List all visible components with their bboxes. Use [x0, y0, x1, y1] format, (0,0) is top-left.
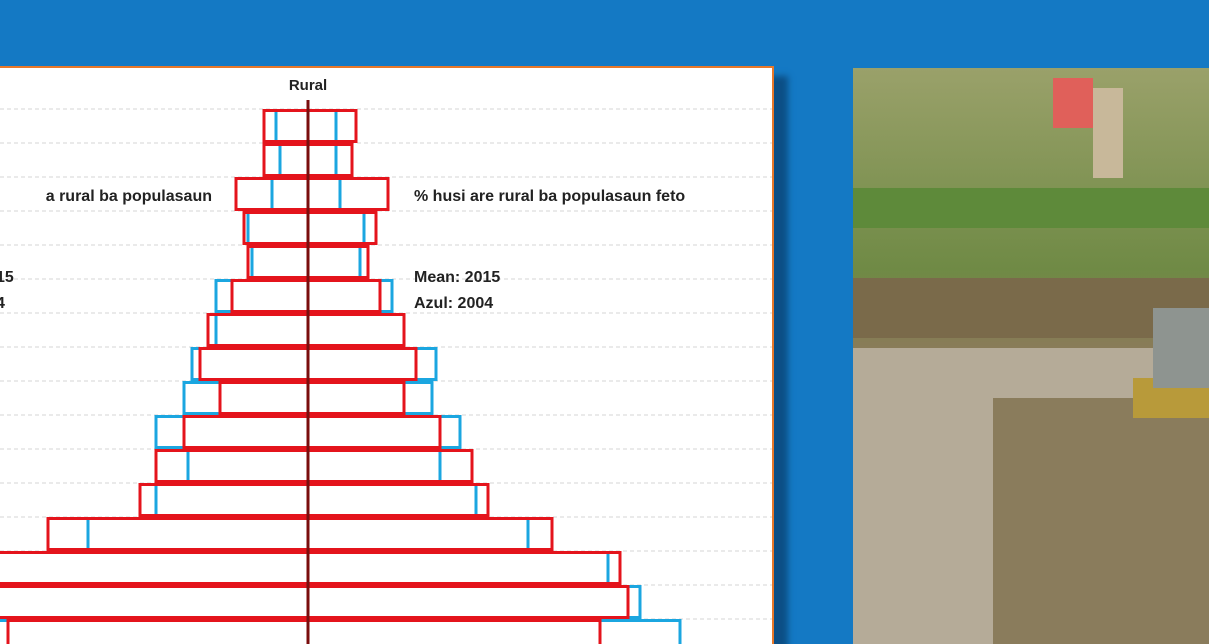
bar	[0, 585, 310, 619]
bar	[306, 415, 442, 449]
photo-bank	[853, 278, 1209, 338]
photo-grass	[853, 188, 1209, 228]
bar	[306, 483, 490, 517]
bar	[306, 177, 390, 211]
bar	[306, 347, 418, 381]
bar	[306, 381, 406, 415]
photo-tractor	[1153, 308, 1209, 388]
photo-person	[1053, 78, 1093, 128]
bar	[198, 347, 310, 381]
chart-panel	[0, 66, 774, 644]
bar	[250, 245, 310, 279]
bar	[306, 143, 338, 177]
bar	[190, 347, 310, 381]
bar	[306, 279, 382, 313]
legend-entry: Azul: 2004	[414, 295, 494, 312]
bar	[138, 483, 310, 517]
bar	[306, 109, 338, 143]
bar	[306, 211, 378, 245]
bar	[306, 245, 362, 279]
bar	[230, 279, 310, 313]
left-label: a rural ba populasaun	[45, 188, 212, 205]
photo	[853, 68, 1209, 644]
bar	[0, 551, 310, 585]
bar	[262, 143, 310, 177]
bar	[154, 449, 310, 483]
bar	[0, 585, 310, 619]
bar	[182, 381, 310, 415]
bar	[6, 619, 310, 644]
bar	[306, 551, 622, 585]
bar	[306, 449, 474, 483]
photo-tractor	[993, 398, 1209, 644]
bar	[306, 619, 602, 644]
chart: Rural	[0, 77, 772, 644]
bar	[306, 177, 342, 211]
bar	[306, 585, 630, 619]
bar	[306, 551, 610, 585]
bar	[214, 279, 310, 313]
bar	[262, 109, 310, 143]
bar	[246, 211, 310, 245]
left-legend: 4	[0, 295, 5, 312]
bar	[306, 313, 406, 347]
right-label: % husi are rural ba populasaun feto	[414, 188, 686, 205]
bar	[214, 313, 310, 347]
chart-title: Rural	[289, 77, 327, 94]
bar	[306, 517, 554, 551]
bar	[0, 551, 310, 585]
bar	[306, 449, 442, 483]
photo-person	[1093, 88, 1123, 178]
bar	[182, 415, 310, 449]
bar	[306, 109, 358, 143]
legend-entry: Mean: 2015	[414, 269, 501, 286]
bar	[270, 177, 310, 211]
bar	[306, 517, 530, 551]
bar	[306, 211, 366, 245]
bar	[306, 415, 462, 449]
bar	[186, 449, 310, 483]
bar	[306, 619, 682, 644]
left-legend: 15	[0, 269, 14, 286]
bar	[0, 619, 310, 644]
bar	[242, 211, 310, 245]
bar	[306, 143, 354, 177]
bar	[306, 381, 434, 415]
bar	[154, 415, 310, 449]
bar	[306, 483, 478, 517]
bar	[86, 517, 310, 551]
bar	[206, 313, 310, 347]
bar	[154, 483, 310, 517]
bar	[278, 143, 310, 177]
bar	[306, 313, 406, 347]
bar	[218, 381, 310, 415]
bar	[306, 585, 642, 619]
bar	[274, 109, 310, 143]
bar	[246, 245, 310, 279]
